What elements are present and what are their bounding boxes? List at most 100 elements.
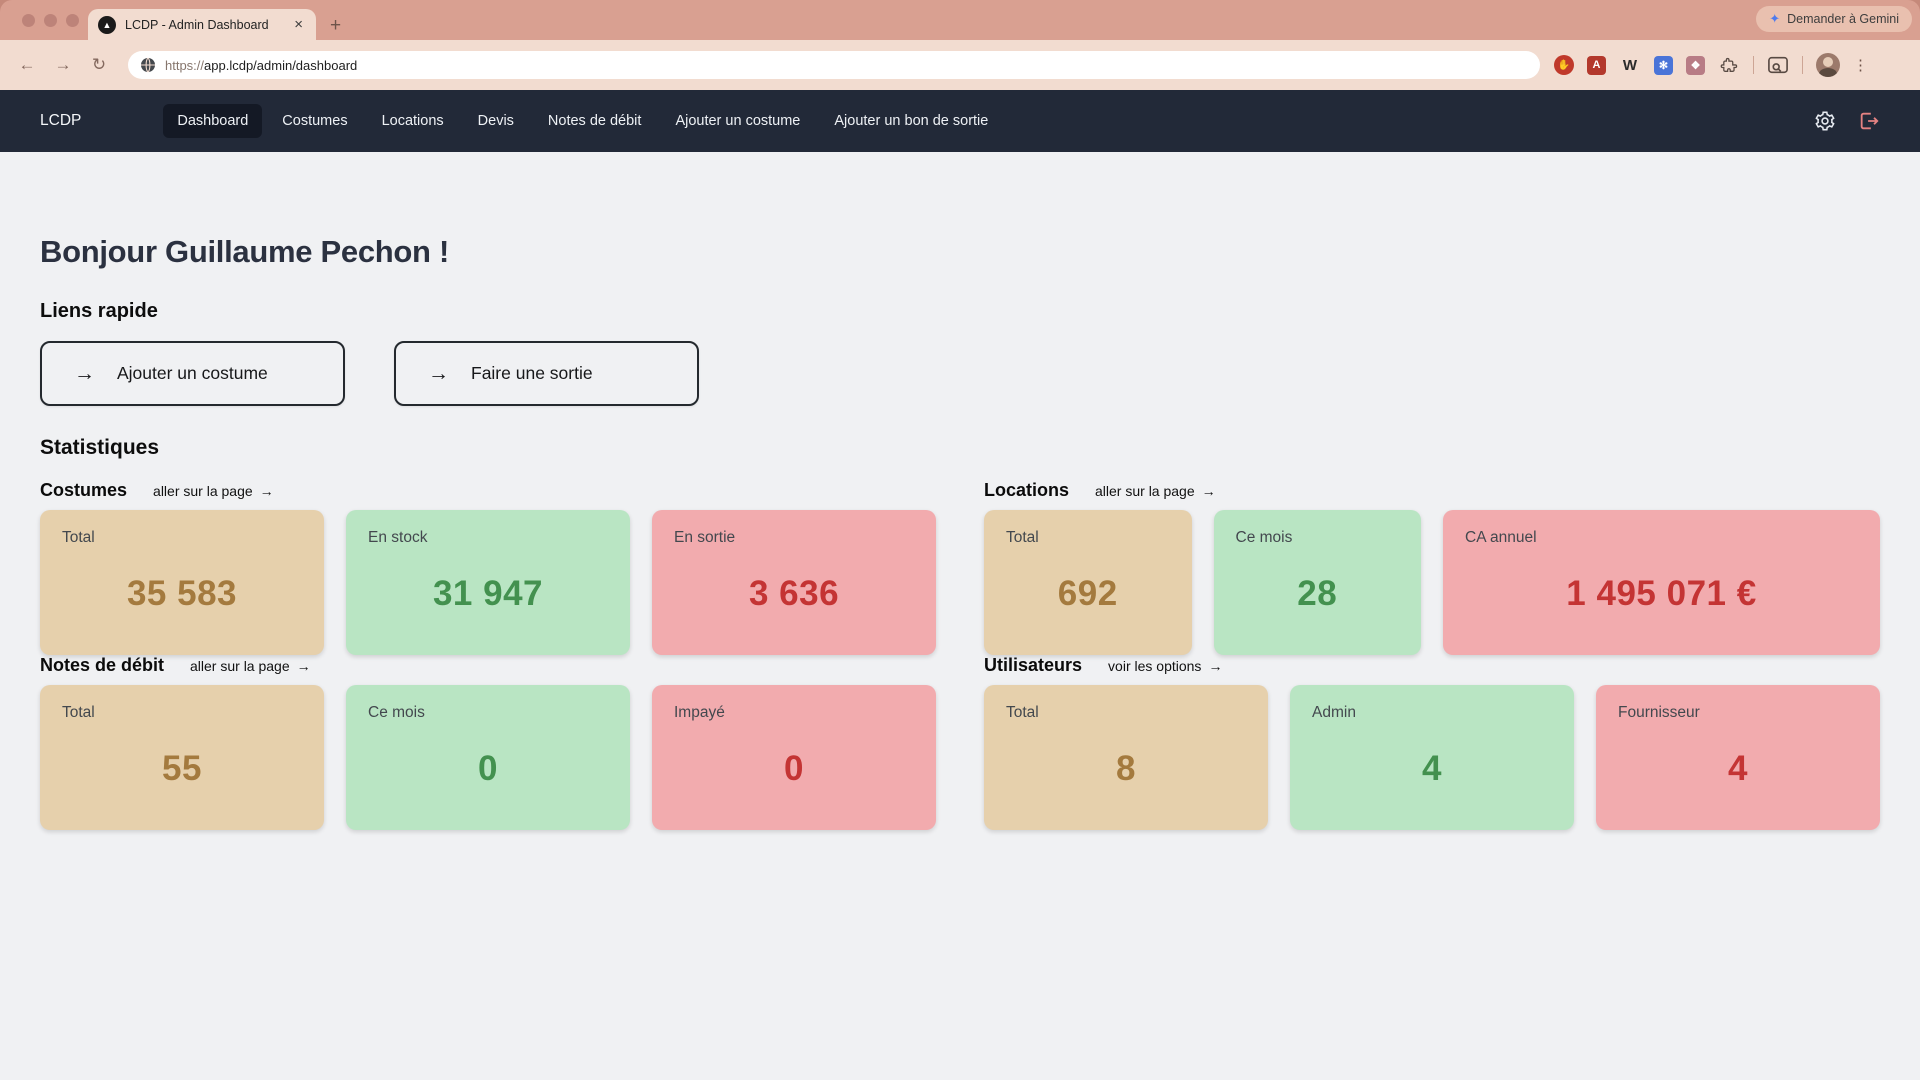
stat-value: 55 [162,749,202,788]
stat-label: CA annuel [1465,529,1537,546]
stat-label: Admin [1312,704,1356,721]
navbar-actions [1814,110,1880,132]
nav-item-ajouter-costume[interactable]: Ajouter un costume [675,113,801,129]
tab-title: LCDP - Admin Dashboard [125,17,269,32]
stat-value: 1 495 071 € [1566,574,1757,613]
stat-label: Fournisseur [1618,704,1700,721]
settings-gear-icon[interactable] [1814,110,1836,132]
nav-item-devis[interactable]: Devis [477,113,514,129]
url-scheme: https:// [165,57,205,73]
back-button[interactable]: ← [18,55,36,74]
arrow-right-icon: → [296,658,311,674]
nav-item-costumes[interactable]: Costumes [282,113,348,129]
arrow-right-icon: → [1201,483,1216,499]
tab-close-icon[interactable]: × [294,16,303,33]
pink-extension-icon[interactable]: ❖ [1686,55,1705,75]
section-notes-de-debit: Notes de débit aller sur la page → Total … [40,655,936,830]
nav-item-ajouter-bon-sortie[interactable]: Ajouter un bon de sortie [834,113,989,129]
browser-menu-icon[interactable]: ⋮ [1853,57,1868,74]
stats-grid: Costumes aller sur la page → Total 35 583… [40,480,1880,830]
arrow-right-icon: → [1208,658,1223,674]
stat-value: 3 636 [748,574,840,613]
section-utilisateurs: Utilisateurs voir les options → Total 8 A… [984,655,1880,830]
arrow-right-icon: → [428,361,449,385]
section-link-label: aller sur la page [190,658,290,674]
stat-card-costumes-en-sortie: En sortie 3 636 [652,510,936,655]
settings-extension-icon[interactable]: ✻ [1654,55,1673,75]
quick-links-row: → Ajouter un costume → Faire une sortie [40,341,1880,406]
forward-button[interactable]: → [54,55,72,74]
section-locations: Locations aller sur la page → Total 692 C… [984,480,1880,655]
stat-card-notes-ce-mois: Ce mois 0 [346,685,630,830]
stat-card-notes-impaye: Impayé 0 [652,685,936,830]
arrow-right-icon: → [259,483,274,499]
extensions-puzzle-icon[interactable] [1718,54,1740,76]
maximize-window-button[interactable] [66,14,79,27]
page-greeting: Bonjour Guillaume Pechon ! [40,234,450,269]
section-header: Utilisateurs voir les options → [984,655,1880,676]
stat-label: Total [1006,704,1039,721]
browser-toolbar: ← → ↻ https://app.lcdp/admin/dashboard ✋… [0,40,1920,90]
stat-card-costumes-total: Total 35 583 [40,510,324,655]
reload-button[interactable]: ↻ [91,55,107,74]
section-link-utilisateurs[interactable]: voir les options → [1108,658,1222,674]
stat-label: Total [62,529,95,546]
stat-label: Ce mois [1235,529,1293,546]
section-link-locations[interactable]: aller sur la page → [1095,483,1216,499]
stat-value: 8 [1116,749,1136,788]
section-costumes: Costumes aller sur la page → Total 35 583… [40,480,936,655]
nav-item-dashboard[interactable]: Dashboard [163,104,263,138]
nav-item-locations[interactable]: Locations [381,113,444,129]
brand-logo[interactable]: LCDP [40,112,82,129]
blocker-extension-icon[interactable]: ✋ [1554,55,1574,75]
stat-card-locations-total: Total 692 [984,510,1192,655]
minimize-window-button[interactable] [44,14,57,27]
section-link-costumes[interactable]: aller sur la page → [153,483,274,499]
quick-link-ajouter-costume[interactable]: → Ajouter un costume [40,341,345,406]
extensions-row: ✋ A W ✻ ❖ ⋮ [1554,53,1872,77]
toolbar-separator [1802,56,1803,74]
stat-card-users-total: Total 8 [984,685,1268,830]
stat-label: En stock [368,529,428,546]
stat-value: 0 [784,749,804,788]
cards-row: Total 692 Ce mois 28 CA annuel 1 495 071… [984,510,1880,655]
quick-link-label: Faire une sortie [471,363,593,383]
profile-avatar[interactable] [1816,53,1840,77]
section-link-label: aller sur la page [1095,483,1195,499]
gemini-sparkle-icon: ✦ [1769,11,1781,26]
section-link-notes-de-debit[interactable]: aller sur la page → [190,658,311,674]
section-link-label: aller sur la page [153,483,253,499]
side-panel-icon[interactable] [1767,54,1789,76]
gemini-label: Demander à Gemini [1787,12,1899,26]
stat-label: Impayé [674,704,725,721]
stat-value: 692 [1057,574,1118,613]
site-info-icon[interactable] [140,57,156,73]
new-tab-button[interactable]: + [330,15,342,36]
tab-strip: ▲ LCDP - Admin Dashboard × + ✦ Demander … [0,0,1920,40]
stat-label: Total [62,704,95,721]
wikipedia-extension-icon[interactable]: W [1622,56,1638,74]
stat-card-locations-ca-annuel: CA annuel 1 495 071 € [1443,510,1880,655]
cards-row: Total 35 583 En stock 31 947 En sortie 3… [40,510,936,655]
stat-card-notes-total: Total 55 [40,685,324,830]
section-header: Notes de débit aller sur la page → [40,655,936,676]
url-host-path: app.lcdp/admin/dashboard [204,57,358,73]
browser-tab[interactable]: ▲ LCDP - Admin Dashboard × [88,9,316,40]
stat-value: 28 [1297,574,1338,613]
traffic-lights [22,14,79,27]
dashboard-content: Bonjour Guillaume Pechon ! Liens rapide … [0,152,1920,1080]
section-title: Notes de débit [40,655,165,675]
gemini-button[interactable]: ✦ Demander à Gemini [1756,6,1912,32]
close-window-button[interactable] [22,14,35,27]
quick-links-title: Liens rapide [40,300,158,322]
pdf-extension-icon[interactable]: A [1587,55,1606,75]
logout-icon[interactable] [1858,110,1880,132]
quick-link-faire-sortie[interactable]: → Faire une sortie [394,341,699,406]
url-text: https://app.lcdp/admin/dashboard [165,58,357,73]
address-bar[interactable]: https://app.lcdp/admin/dashboard [128,51,1540,79]
nav-item-notes-de-debit[interactable]: Notes de débit [547,113,642,129]
section-title: Costumes [40,480,128,500]
stat-label: En sortie [674,529,736,546]
section-header: Costumes aller sur la page → [40,480,936,501]
